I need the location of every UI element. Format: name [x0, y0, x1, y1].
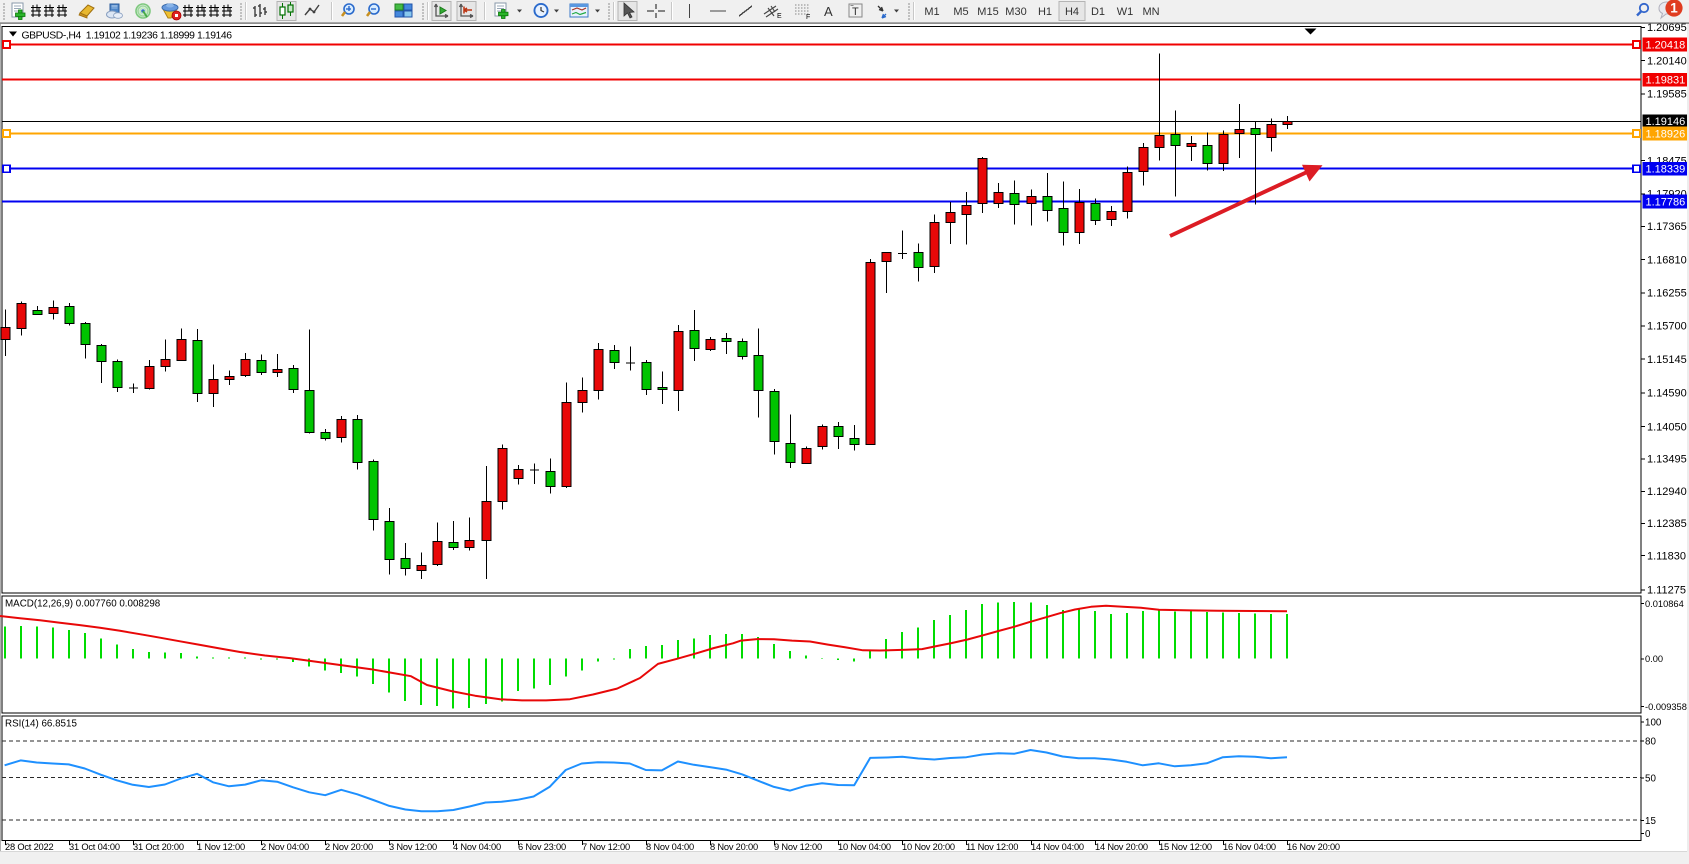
svg-text:1.20418: 1.20418	[1646, 39, 1686, 51]
svg-text:W1: W1	[1117, 6, 1134, 18]
svg-text:3 Nov 12:00: 3 Nov 12:00	[389, 842, 437, 852]
svg-text:D1: D1	[1091, 6, 1105, 18]
svg-text:11 Nov 12:00: 11 Nov 12:00	[966, 842, 1018, 852]
svg-text:1.13495: 1.13495	[1647, 454, 1687, 466]
svg-text:1.11275: 1.11275	[1647, 585, 1686, 597]
svg-text:M15: M15	[977, 6, 998, 18]
svg-text:15 Nov 12:00: 15 Nov 12:00	[1159, 842, 1212, 852]
svg-text:10 Nov 04:00: 10 Nov 04:00	[838, 842, 891, 852]
svg-text:0: 0	[1645, 829, 1651, 840]
svg-text:80: 80	[1645, 737, 1656, 748]
svg-text:4 Nov 04:00: 4 Nov 04:00	[453, 842, 501, 852]
svg-text:15: 15	[1645, 816, 1656, 827]
svg-text:1.15145: 1.15145	[1647, 354, 1687, 366]
svg-text:14 Nov 20:00: 14 Nov 20:00	[1095, 842, 1148, 852]
svg-text:9 Nov 12:00: 9 Nov 12:00	[774, 842, 822, 852]
svg-text:10 Nov 20:00: 10 Nov 20:00	[902, 842, 955, 852]
svg-text:1.19831: 1.19831	[1646, 75, 1686, 87]
svg-text:1.15700: 1.15700	[1647, 321, 1687, 333]
svg-text:M1: M1	[924, 6, 939, 18]
svg-text:A: A	[824, 4, 833, 19]
svg-text:M30: M30	[1005, 6, 1026, 18]
svg-text:MN: MN	[1142, 6, 1159, 18]
svg-text:RSI(14) 66.8515: RSI(14) 66.8515	[5, 719, 77, 730]
svg-text:8 Nov 04:00: 8 Nov 04:00	[646, 842, 694, 852]
svg-text:1.16255: 1.16255	[1647, 288, 1687, 300]
svg-text:31 Oct 04:00: 31 Oct 04:00	[69, 842, 120, 852]
svg-text:1.17365: 1.17365	[1647, 221, 1687, 233]
svg-text:2 Nov 04:00: 2 Nov 04:00	[261, 842, 309, 852]
svg-text:1.14050: 1.14050	[1647, 421, 1687, 433]
svg-text:GBPUSD-,H4 1.19102 1.19236 1.: GBPUSD-,H4 1.19102 1.19236 1.18999 1.191…	[22, 30, 233, 41]
svg-text:T: T	[852, 6, 859, 18]
svg-text:1.20695: 1.20695	[1647, 22, 1687, 34]
svg-text:7 Nov 12:00: 7 Nov 12:00	[582, 842, 630, 852]
svg-text:2 Nov 20:00: 2 Nov 20:00	[325, 842, 373, 852]
svg-text:E: E	[777, 13, 782, 20]
svg-text:31 Oct 20:00: 31 Oct 20:00	[133, 842, 184, 852]
svg-text:1.19146: 1.19146	[1646, 116, 1686, 128]
svg-text:1.20140: 1.20140	[1647, 55, 1687, 67]
svg-text:0.00: 0.00	[1645, 654, 1663, 664]
svg-text:1.11830: 1.11830	[1647, 551, 1686, 563]
svg-text:1.18926: 1.18926	[1646, 128, 1686, 140]
svg-text:6 Nov 23:00: 6 Nov 23:00	[518, 842, 566, 852]
svg-text:16 Nov 20:00: 16 Nov 20:00	[1287, 842, 1340, 852]
svg-text:MACD(12,26,9) 0.007760 0.00829: MACD(12,26,9) 0.007760 0.008298	[5, 599, 161, 610]
svg-text:8 Nov 20:00: 8 Nov 20:00	[710, 842, 758, 852]
svg-text:28 Oct 2022: 28 Oct 2022	[5, 842, 53, 852]
svg-text:1.18339: 1.18339	[1646, 164, 1686, 176]
svg-text:1.16810: 1.16810	[1647, 254, 1687, 266]
svg-text:1.19585: 1.19585	[1647, 89, 1687, 101]
svg-text:1: 1	[1670, 1, 1678, 16]
svg-text:1.12940: 1.12940	[1647, 486, 1687, 498]
svg-text:F: F	[806, 14, 810, 21]
svg-text:H1: H1	[1038, 6, 1052, 18]
svg-text:100: 100	[1645, 718, 1662, 729]
svg-text:M5: M5	[953, 6, 968, 18]
svg-text:16 Nov 04:00: 16 Nov 04:00	[1223, 842, 1276, 852]
svg-text:0.010864: 0.010864	[1645, 599, 1684, 609]
svg-text:14 Nov 04:00: 14 Nov 04:00	[1031, 842, 1084, 852]
svg-text:1.17786: 1.17786	[1646, 196, 1686, 208]
svg-text:1.14590: 1.14590	[1647, 388, 1687, 400]
svg-text:1 Nov 12:00: 1 Nov 12:00	[197, 842, 245, 852]
svg-text:H4: H4	[1065, 6, 1079, 18]
svg-text:50: 50	[1645, 774, 1656, 785]
svg-text:-0.009358: -0.009358	[1645, 702, 1687, 712]
svg-text:1.12385: 1.12385	[1647, 518, 1687, 530]
